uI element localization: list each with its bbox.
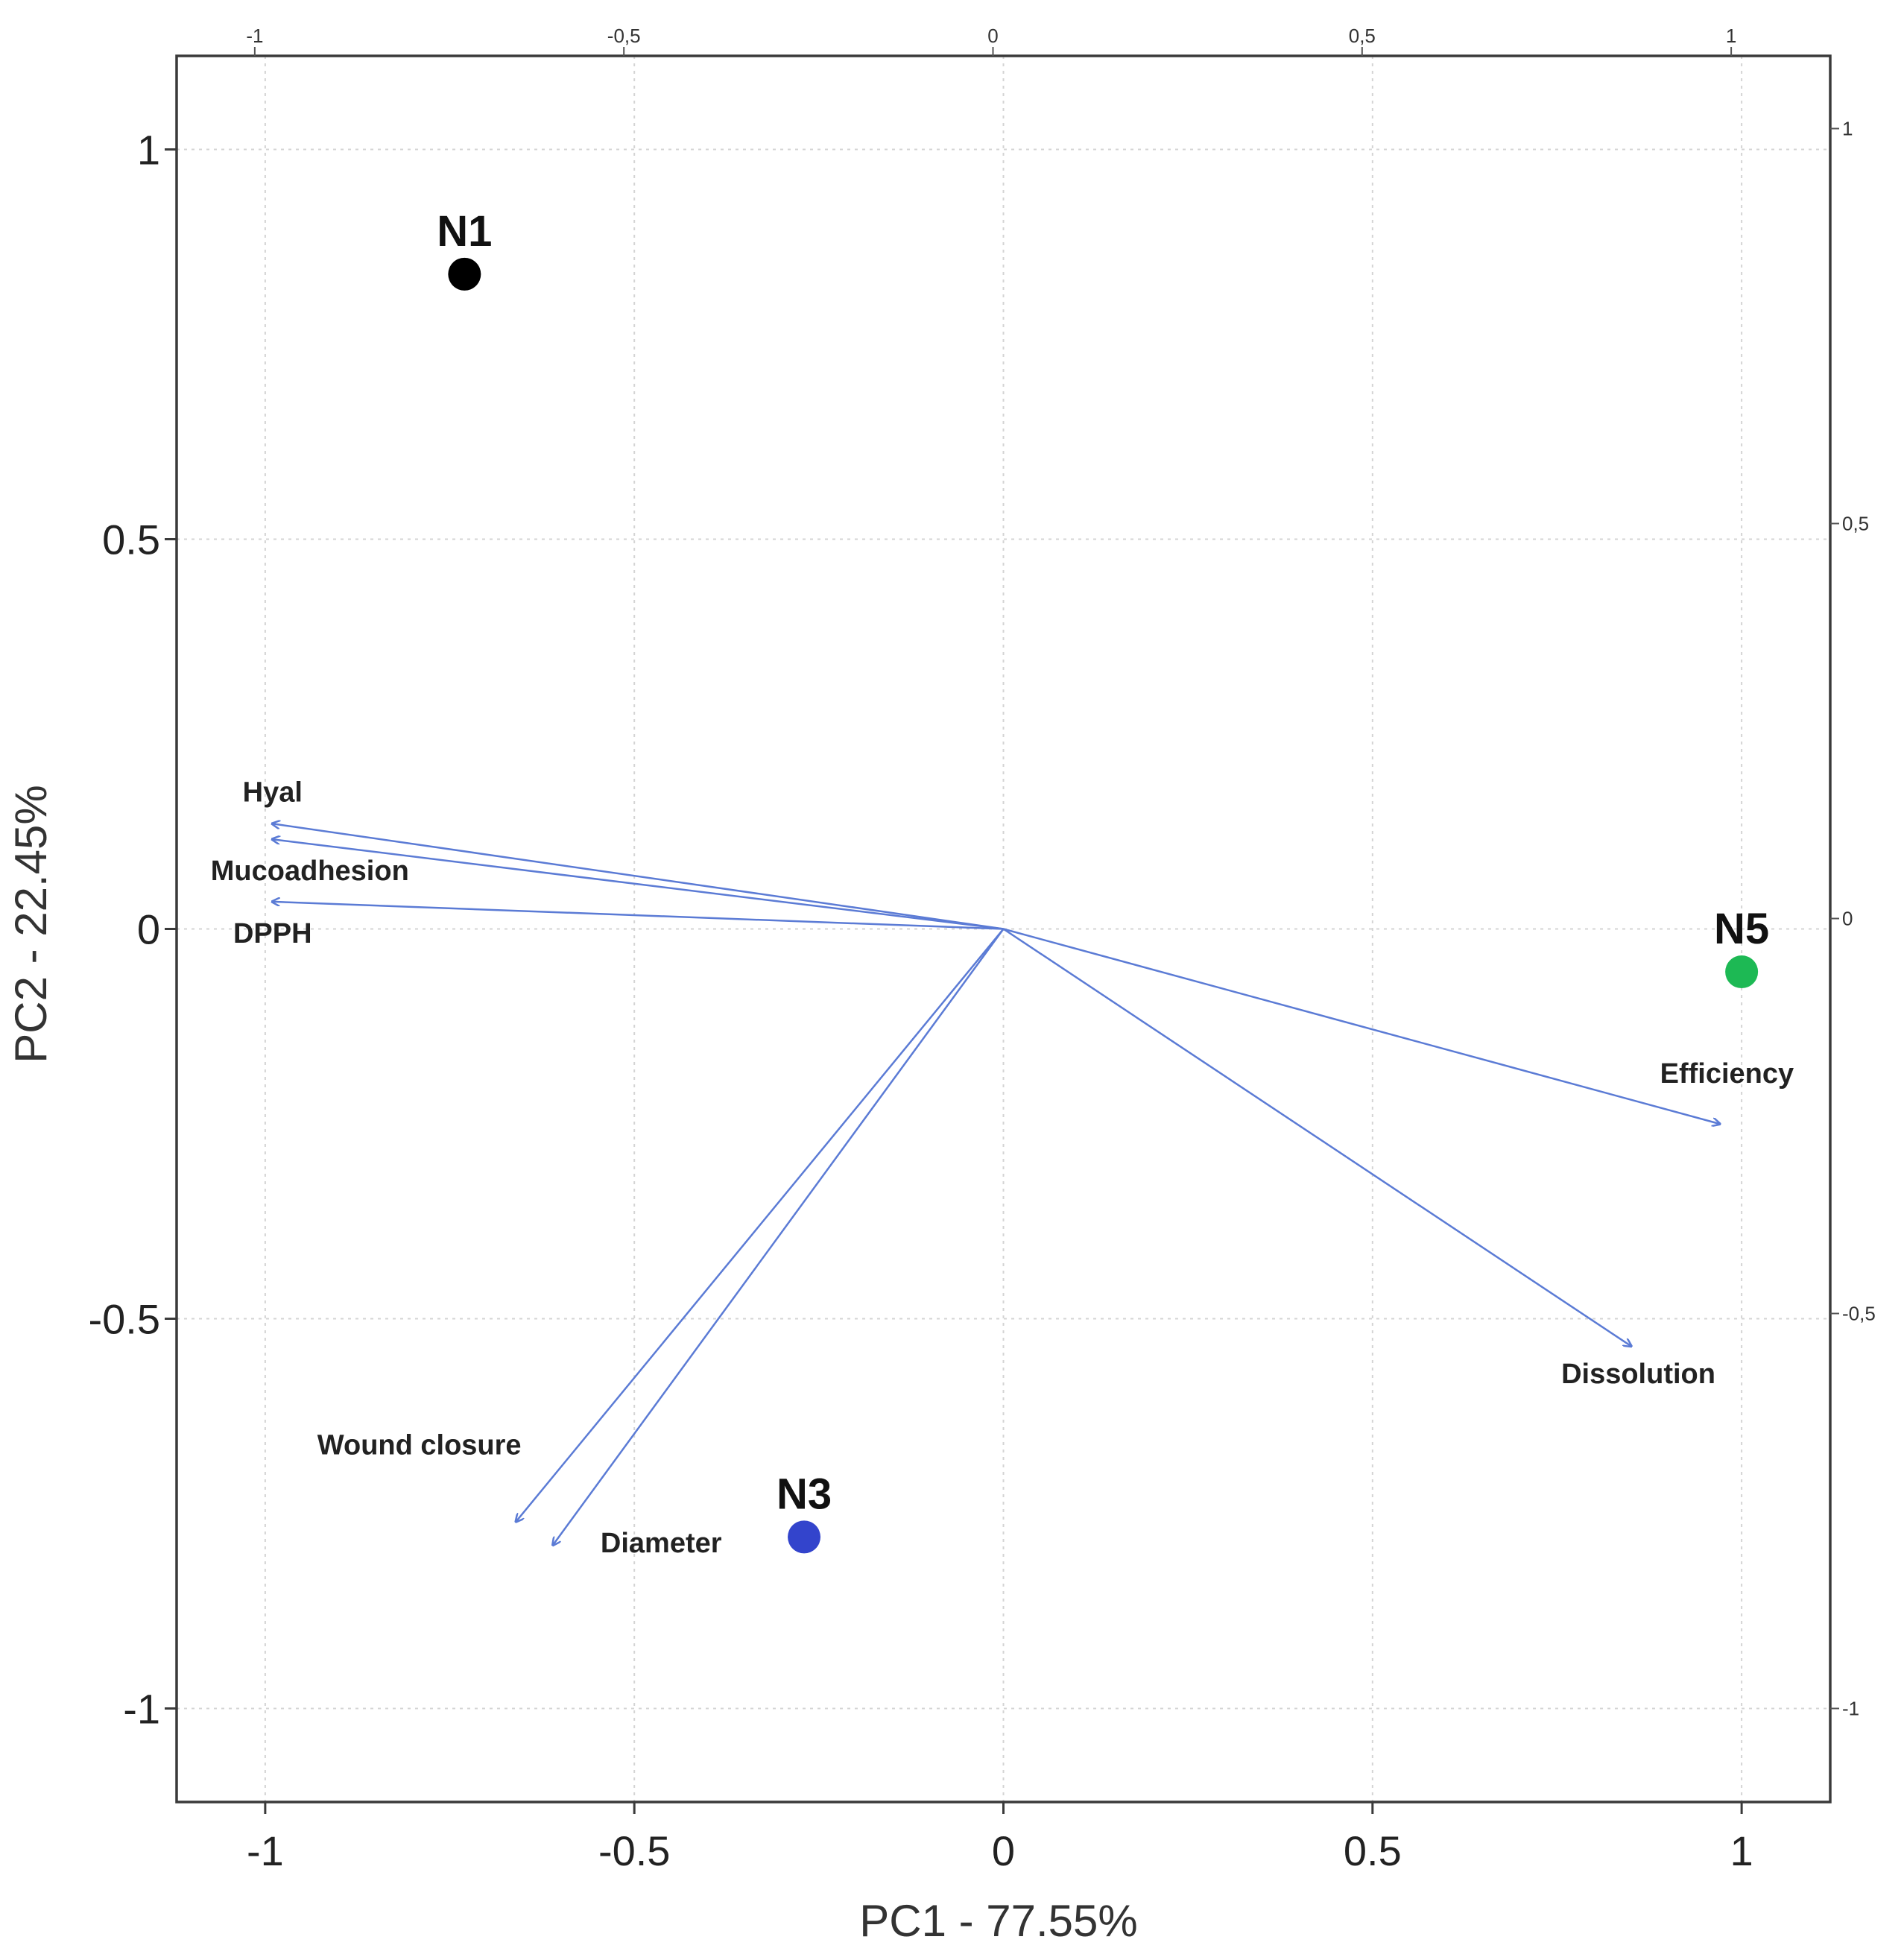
- y-tick-label: 0: [137, 906, 160, 953]
- x-tick-label: -1: [247, 1827, 284, 1874]
- secondary-y-tick-label: 1: [1842, 118, 1853, 140]
- secondary-x-tick-label: -1: [246, 25, 263, 47]
- secondary-y-tick-label: -1: [1842, 1697, 1859, 1719]
- loading-vector-label: DPPH: [233, 918, 312, 949]
- loading-vector: [273, 902, 1004, 930]
- loading-vector-label: Dissolution: [1561, 1359, 1715, 1390]
- y-axis-title: PC2 - 22.45%: [6, 785, 56, 1063]
- loading-vector: [516, 928, 1005, 1522]
- observation-label: N3: [777, 1470, 832, 1518]
- x-tick-label: -0.5: [598, 1827, 671, 1874]
- y-tick-label: -0.5: [89, 1295, 161, 1342]
- x-tick-label: 0: [992, 1827, 1015, 1874]
- secondary-y-tick-label: 0: [1842, 908, 1853, 930]
- loading-vector: [273, 839, 1004, 930]
- observation-point: [788, 1520, 821, 1554]
- loading-vector-label: Hyal: [243, 777, 303, 808]
- x-axis-title: PC1 - 77.55%: [859, 1896, 1138, 1946]
- observation-points: N1 N3 N5: [437, 207, 1769, 1554]
- loading-vectors: Hyal Mucoadhesion DPPH Efficiency Dissolutio…: [211, 777, 1794, 1559]
- loading-vector: [553, 928, 1005, 1545]
- observation-point: [1725, 955, 1759, 989]
- secondary-x-tick-label: -0,5: [607, 25, 641, 47]
- observation-label: N1: [437, 207, 492, 256]
- axis-layer: -1 -0.5 0 0.5 1 -1 -0.5 0 0.5 1 -1 -0,5 0 0,5 1 1 0,5 0 -0…: [89, 25, 1876, 1874]
- loading-vector: [1002, 928, 1631, 1347]
- secondary-x-tick-label: 0: [987, 25, 998, 47]
- secondary-x-tick-label: 1: [1726, 25, 1736, 47]
- x-tick-label: 1: [1730, 1827, 1753, 1874]
- observation-label: N5: [1714, 905, 1769, 953]
- secondary-y-tick-label: 0,5: [1842, 513, 1869, 535]
- secondary-x-tick-label: 0,5: [1349, 25, 1376, 47]
- loading-vector-label: Efficiency: [1660, 1058, 1794, 1090]
- y-tick-label: 0.5: [102, 516, 160, 563]
- loading-vector: [273, 823, 1004, 930]
- observation-point: [448, 257, 481, 291]
- y-tick-label: -1: [123, 1685, 160, 1732]
- loading-vector: [1003, 928, 1720, 1124]
- loading-vector-label: Diameter: [601, 1528, 722, 1559]
- loading-vector-label: Mucoadhesion: [211, 856, 409, 887]
- y-tick-label: 1: [137, 127, 160, 174]
- loading-vector-label: Wound closure: [317, 1429, 522, 1461]
- x-tick-label: 0.5: [1344, 1827, 1402, 1874]
- secondary-y-tick-label: -0,5: [1842, 1302, 1876, 1324]
